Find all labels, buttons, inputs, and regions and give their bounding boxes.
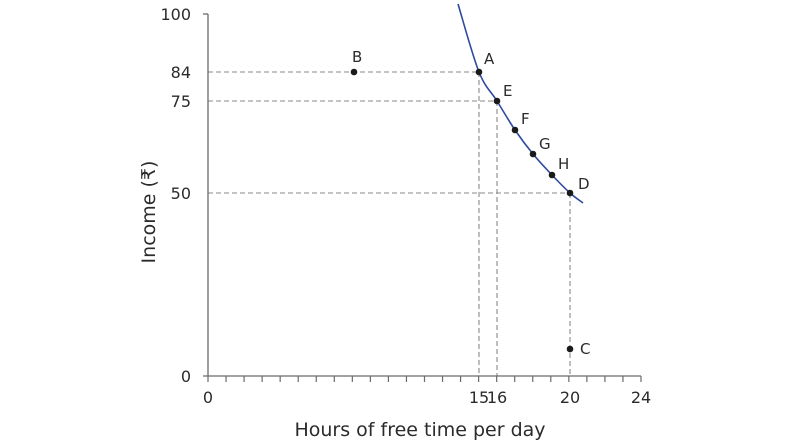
point-label-b: B — [352, 48, 362, 66]
x-tick-label: 20 — [560, 388, 580, 407]
y-tick-label: 75 — [171, 92, 191, 111]
guide-lines — [208, 71, 571, 376]
x-tick-label: 24 — [631, 388, 651, 407]
point-label-f: F — [521, 110, 530, 128]
point-c — [566, 345, 574, 353]
y-tick-label: 84 — [171, 63, 191, 82]
x-tick-label: 15 — [469, 388, 489, 407]
point-g — [529, 150, 537, 158]
point-h — [548, 171, 556, 179]
point-b — [350, 68, 358, 76]
y-tick-label: 50 — [171, 184, 191, 203]
y-tick-label: 0 — [181, 367, 191, 386]
y-axis-ticks: 0 50 75 84 100 — [160, 5, 191, 386]
point-label-d: D — [578, 175, 590, 193]
point-e — [493, 97, 501, 105]
x-tick-label: 0 — [203, 388, 213, 407]
point-label-c: C — [580, 340, 590, 358]
point-label-h: H — [558, 155, 569, 173]
indifference-curve — [457, 3, 584, 204]
y-axis-title: Income (₹) — [138, 161, 160, 264]
point-d — [566, 189, 574, 197]
point-a — [475, 68, 483, 76]
x-tick-label: 16 — [487, 388, 507, 407]
point-label-g: G — [539, 135, 551, 153]
y-tick-label: 100 — [160, 5, 191, 24]
point-label-a: A — [484, 50, 495, 68]
point-f — [511, 126, 519, 134]
x-axis-title: Hours of free time per day — [294, 419, 545, 441]
point-label-e: E — [503, 82, 512, 100]
